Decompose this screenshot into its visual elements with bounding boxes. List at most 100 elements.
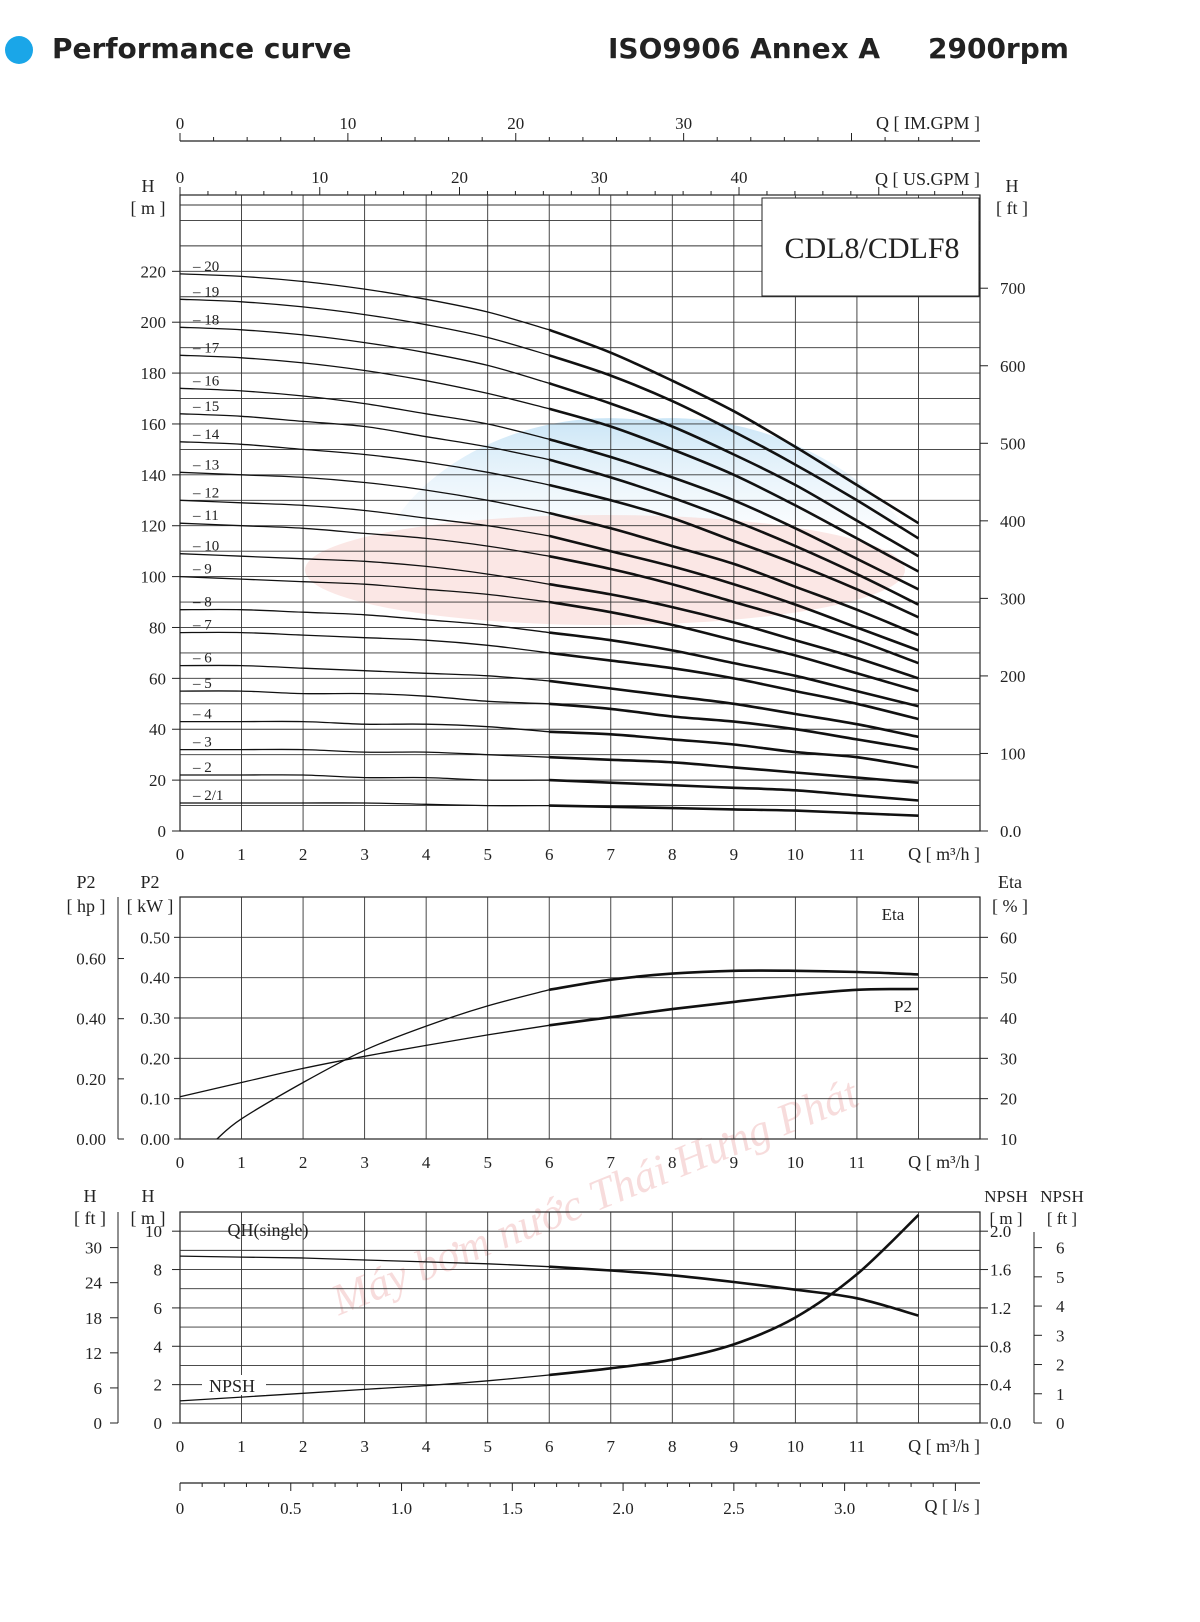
qh-curve-stage-7-op [549,651,919,721]
plot-frame [179,194,981,832]
ls-tick-label: 3.0 [834,1499,855,1518]
qh-curve-stage-9 [179,575,550,603]
kw-tick-label: 0.00 [140,1130,170,1149]
ls-tick-label: 1.0 [391,1499,412,1518]
x-tick-label: 11 [849,1437,865,1456]
x-axis-label: Q [ m³/h ] [908,1436,980,1456]
x-tick-label: 2 [299,1153,308,1172]
y-tick-label-left: 140 [141,466,167,485]
npsh-m-tick-label: 0.0 [990,1414,1011,1433]
qh-curve-stage-13-op [548,511,919,637]
x-tick-label: 3 [360,1437,369,1456]
model-box [761,197,980,297]
stage-label: – 2/1 [192,788,223,804]
qh-curve-stage-14-op [548,483,920,619]
stage-label: – 15 [192,399,219,415]
ft-tick-label: 6 [94,1379,103,1398]
qh-single-label: QH(single) [228,1220,309,1241]
kw-tick-label: 0.50 [140,928,170,947]
npsh-m-tick-label: 1.2 [990,1299,1011,1318]
qh-curve-stage-17 [179,354,550,410]
bullet-icon [5,36,33,64]
npsh-m-tick-label: 0.8 [990,1337,1011,1356]
m-tick-label: 8 [154,1261,163,1280]
curve-p2 [179,1024,550,1098]
x-tick-label: 7 [607,845,616,864]
x-tick-label: 8 [668,1153,677,1172]
curve-npsh-op [549,1213,920,1377]
ft-tick-label: 30 [85,1239,102,1258]
qh-curve-stage-15 [179,413,550,461]
npsh-ft-tick-label: 6 [1056,1239,1065,1258]
y-tick-label-left: 80 [149,618,166,637]
ft-tick-label: 24 [85,1274,103,1293]
x-tick-label: 2 [299,845,308,864]
eta-tick-label: 60 [1000,928,1017,947]
kw-axis-name: P2 [140,872,159,892]
page-header: Performance curve ISO9906 Annex A 2900rp… [0,24,1200,76]
qh-curve-stage-15-op [548,458,920,606]
ft-tick-label: 12 [85,1344,102,1363]
us-gpm-tick-label: 40 [731,168,748,187]
stage-label: – 2 [192,760,212,776]
qh-curve-stage-4 [180,720,550,733]
stage-label: – 4 [192,707,212,723]
stage-label: – 3 [192,735,212,751]
y-tick-label-left: 20 [149,771,166,790]
y-tick-label-left: 60 [149,669,166,688]
y-tick-label-right: 500 [1000,434,1026,453]
qh-curve-stage-20-op [548,328,920,525]
npsh-ft-tick-label: 0 [1056,1414,1065,1433]
curve-npsh [179,1374,550,1402]
x-tick-label: 3 [360,1153,369,1172]
hp-tick-label: 0.40 [76,1010,106,1029]
x-tick-label: 6 [545,1437,554,1456]
qh-curve-stage-2/1-op [549,804,919,817]
qh-curve-stage-7 [179,631,550,654]
y-tick-label-right: 100 [1000,744,1026,763]
qh-curve-stage-2 [180,774,550,781]
im-gpm-tick-label: 0 [176,114,185,133]
eta-tick-label: 40 [1000,1009,1017,1028]
y-tick-label-left: 160 [141,415,167,434]
us-gpm-tick-label: 10 [311,168,328,187]
ls-tick-label: 0 [176,1499,185,1518]
ft-axis-name: H [84,1186,97,1206]
ls-axis-label: Q [ l/s ] [925,1496,981,1516]
speed-label: 2900rpm [928,32,1069,65]
x-tick-label: 0 [176,1437,185,1456]
x-tick-label: 9 [730,845,739,864]
stage-label: – 11 [192,508,219,524]
x-axis-label: Q [ m³/h ] [908,1152,980,1172]
qh-curve-stage-17-op [548,407,920,573]
kw-axis-unit: [ kW ] [127,896,174,916]
npsh-curve-label: NPSH [209,1376,255,1396]
qh-curve-stage-11 [179,522,550,557]
y-tick-label-left: 200 [141,313,167,332]
x-tick-label: 8 [668,845,677,864]
stage-label: – 6 [192,651,212,667]
qh-curve-stage-10-op [548,582,919,680]
y-axis-name-right: H [1006,176,1019,196]
ls-tick-label: 1.5 [502,1499,523,1518]
y-axis-unit-right: [ ft ] [996,198,1028,218]
y-tick-label-left: 180 [141,364,167,383]
us-gpm-tick-label: 0 [176,168,185,187]
x-tick-label: 5 [483,845,492,864]
qh-curve-stage-5-op [549,702,919,751]
m-tick-label: 6 [154,1299,163,1318]
plot-frame [179,1211,981,1424]
hp-tick-label: 0.60 [76,950,106,969]
qh-curve-stage-2-op [549,778,919,802]
stage-label: – 12 [192,485,219,501]
qh-curve-stage-16-op [548,437,920,591]
qh-curve-stage-10 [179,553,550,585]
ls-tick-label: 2.5 [723,1499,744,1518]
m-tick-label: 0 [154,1414,163,1433]
m-tick-label: 4 [154,1337,163,1356]
stage-label: – 9 [192,562,212,578]
x-tick-label: 2 [299,1437,308,1456]
x-tick-label: 4 [422,1437,431,1456]
npsh-m-axis-unit: [ m ] [989,1209,1022,1228]
qh-curve-stage-8-op [549,631,919,708]
